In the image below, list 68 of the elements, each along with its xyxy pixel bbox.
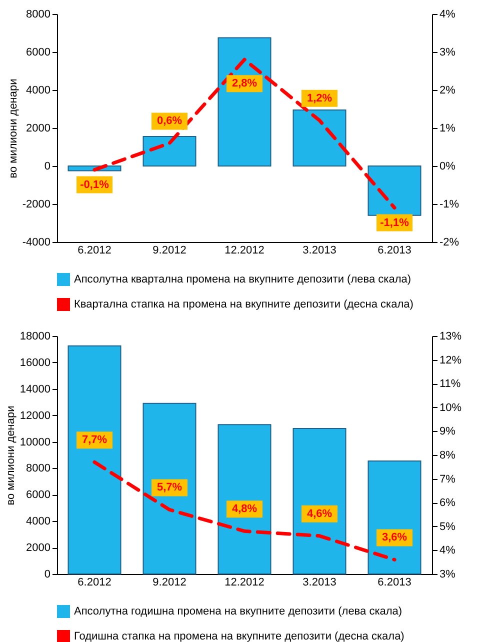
x-tick-label: 3.2013 (302, 576, 336, 588)
bar (142, 136, 196, 166)
x-tick-label: 9.2012 (152, 244, 186, 256)
y-axis-title: во милиони денари (7, 78, 20, 178)
y2-tick-label: 6% (440, 497, 456, 510)
x-tick-label: 12.2012 (224, 244, 264, 256)
bar (292, 109, 346, 166)
bar (68, 345, 122, 574)
bar (142, 402, 196, 574)
y-tick-label: 0 (44, 160, 50, 172)
data-label: -1,1% (380, 216, 410, 229)
y-tick-label: -4000 (22, 236, 50, 248)
data-label: 5,7% (156, 482, 182, 494)
data-label: 2,8% (232, 78, 258, 90)
y2-tick-label: 8% (440, 450, 456, 462)
y2-tick-label: 2% (440, 84, 456, 96)
data-label: -0,1% (80, 178, 110, 191)
y2-tick-label: 4% (440, 544, 456, 557)
x-tick-label: 3.2013 (302, 244, 336, 256)
y2-tick-label: 0% (440, 160, 456, 172)
y-tick-label: 8000 (26, 462, 50, 475)
y-tick-label: 8000 (26, 8, 50, 20)
legend-label: Апсолутна годишна промена на вкупните депозити (лева скала) (74, 606, 402, 618)
y-tick-label: 18000 (20, 330, 50, 342)
x-tick-label: 9.2012 (152, 576, 186, 588)
y2-tick-label: 4% (440, 8, 456, 20)
data-label: 7,7% (82, 434, 108, 446)
data-label: 1,2% (306, 92, 332, 104)
y-tick-label: 2000 (26, 542, 50, 554)
x-tick-label: 6.2013 (378, 244, 412, 256)
y-tick-label: 2000 (26, 122, 50, 134)
x-tick-label: 6.2012 (78, 244, 112, 256)
y-tick-label: 14000 (20, 383, 50, 396)
legend-label: Годишна стапка на промена на вкупните депозити (десна скала) (74, 630, 404, 642)
bar (218, 424, 272, 574)
y2-tick-label: 10% (440, 402, 462, 414)
y2-tick-label: 12% (440, 354, 462, 366)
y-tick-label: 6000 (26, 489, 50, 502)
y-tick-label: 0 (44, 568, 50, 580)
x-tick-label: 6.2013 (378, 576, 412, 588)
y2-tick-label: 1% (440, 122, 456, 134)
y2-tick-label: 13% (440, 330, 462, 342)
y-tick-label: 16000 (20, 356, 50, 369)
y-tick-label: 12000 (20, 410, 50, 422)
y-tick-label: 6000 (26, 46, 50, 58)
y2-tick-label: 9% (440, 426, 456, 438)
legend-label: Квартална стапка на промена на вкупните депозити (десна скала) (74, 298, 414, 310)
data-label: 4,8% (232, 503, 258, 516)
data-label: 3,6% (382, 532, 408, 544)
y2-tick-label: 11% (440, 378, 461, 390)
bar (292, 428, 346, 574)
y2-tick-label: 7% (440, 473, 456, 486)
x-tick-label: 6.2012 (78, 576, 112, 588)
x-tick-label: 12.2012 (224, 576, 264, 588)
y2-tick-label: 5% (440, 520, 456, 533)
y-tick-label: 10000 (20, 436, 50, 448)
y-tick-label: 4000 (26, 84, 50, 96)
y2-tick-label: -2% (440, 236, 460, 248)
y-axis-title: во милиони денари (4, 406, 17, 506)
y2-tick-label: -1% (440, 198, 460, 210)
legend-label: Апсолутна квартална промена на вкупните депозити (лева скала) (74, 274, 412, 286)
y-tick-label: 4000 (26, 516, 50, 528)
bar (368, 460, 422, 574)
data-label: 4,6% (306, 508, 332, 520)
y2-tick-label: 3% (440, 568, 456, 580)
y2-tick-label: 3% (440, 46, 456, 58)
y-tick-label: -2000 (22, 198, 50, 210)
data-label: 0,6% (156, 115, 182, 128)
